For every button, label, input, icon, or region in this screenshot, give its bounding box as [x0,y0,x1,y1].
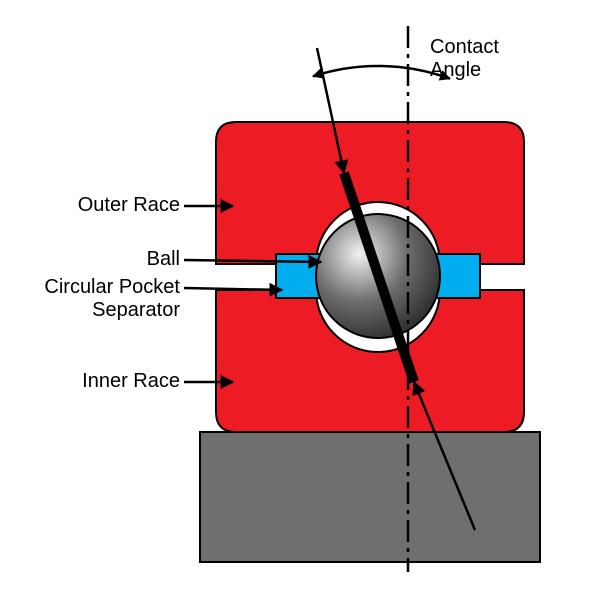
label-separator-line2: Separator [92,299,180,321]
label-separator: Circular Pocket Separator [44,276,180,322]
label-ball-text: Ball [147,248,180,270]
label-outer-race: Outer Race [78,194,180,217]
label-contact-angle: Contact Angle [430,36,499,82]
label-contact-angle-line2: Angle [430,59,481,81]
label-separator-line1: Circular Pocket [44,276,180,298]
label-inner-race: Inner Race [82,370,180,393]
label-inner-race-text: Inner Race [82,370,180,392]
label-ball: Ball [147,248,180,271]
label-outer-race-text: Outer Race [78,194,180,216]
label-contact-angle-line1: Contact [430,36,499,58]
bearing-diagram: Contact Angle Outer Race Ball Circular P… [0,0,600,600]
